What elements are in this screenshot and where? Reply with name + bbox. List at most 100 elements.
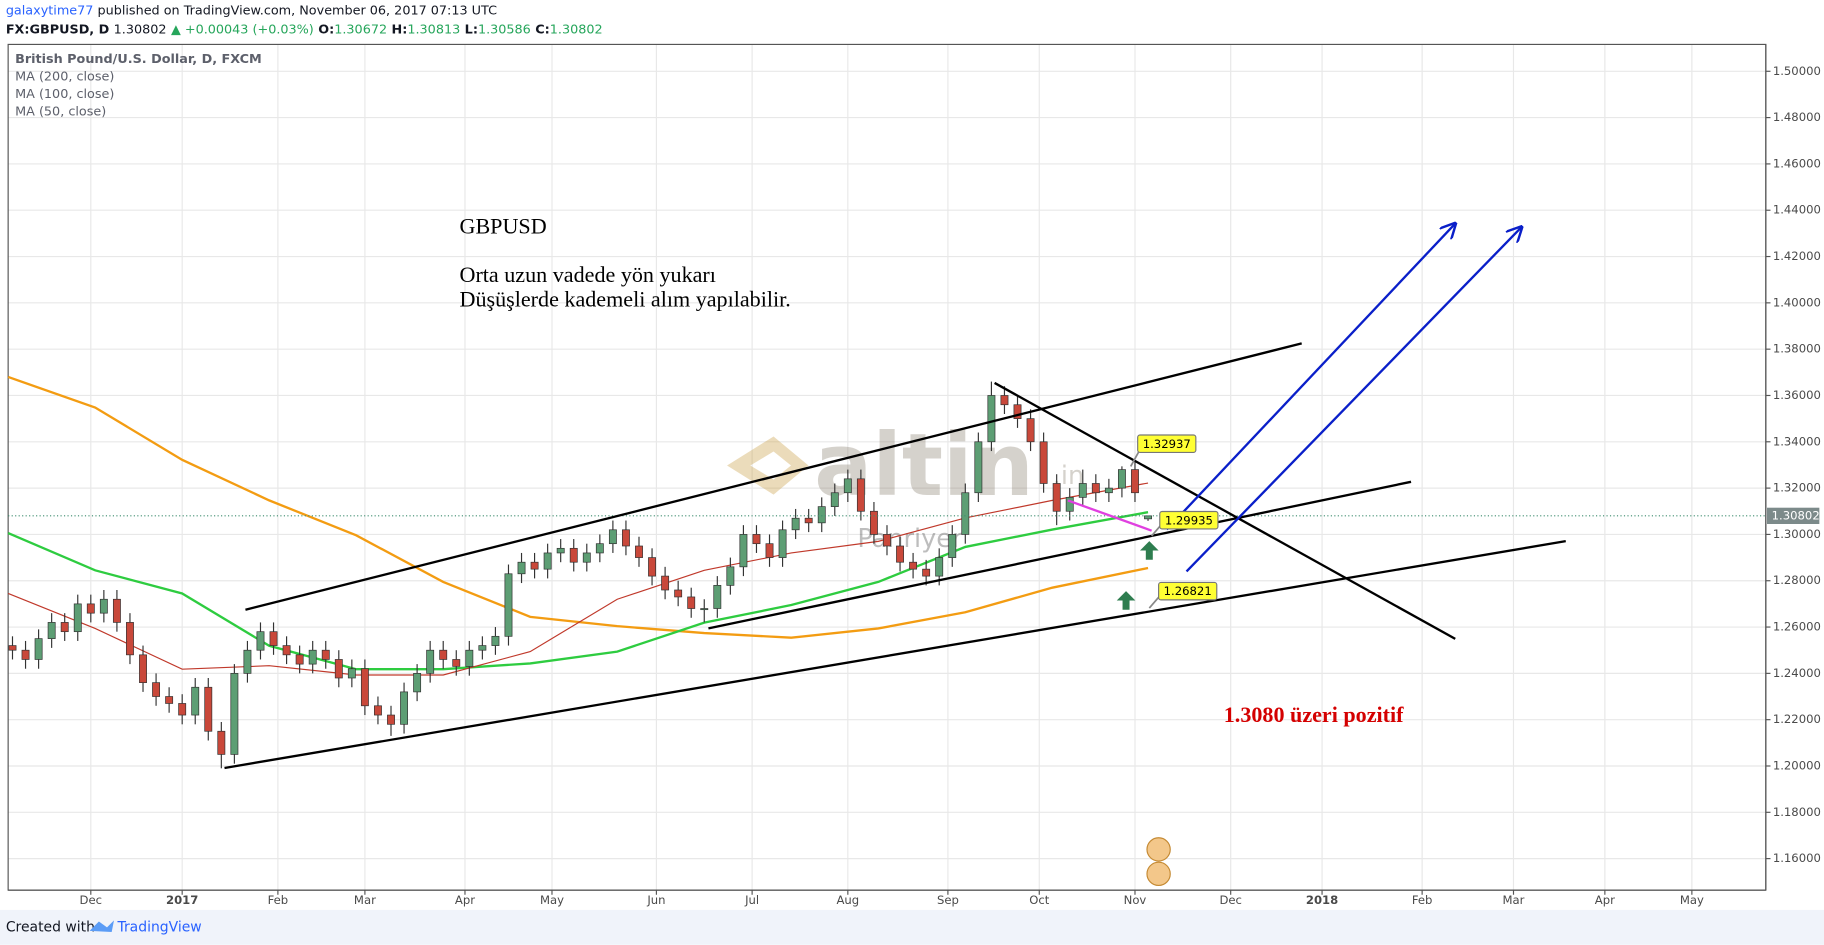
note-title: GBPUSD [459, 213, 546, 238]
last-price-label: 1.30802 [1772, 508, 1820, 522]
candle-body [765, 543, 774, 558]
ma-line [7, 375, 1149, 639]
candle-body [1131, 469, 1139, 494]
candle-body [1000, 395, 1009, 406]
candle-body [935, 557, 944, 577]
callout-box [1137, 434, 1197, 454]
y-tick-label: 1.34000 [1773, 434, 1821, 448]
candle-body [308, 649, 317, 665]
candle-body [700, 608, 709, 611]
candle-body [1091, 483, 1100, 494]
candle-body [752, 534, 761, 545]
last: 1.30802 [114, 22, 167, 37]
ohlc-value: 1.30802 [550, 22, 603, 37]
candle-body [543, 552, 552, 570]
projection-arrow [1165, 224, 1455, 531]
candle-body [1144, 515, 1152, 520]
candle-body [830, 492, 839, 507]
y-tick-label: 1.30000 [1773, 527, 1821, 541]
candle-body [896, 545, 904, 563]
trend-line [245, 342, 1302, 611]
candle-body [360, 668, 369, 707]
legend-entry: MA (50, close) [15, 104, 106, 119]
ohlc-label: H: [392, 22, 408, 37]
candle-body [99, 598, 108, 614]
y-tick-label: 1.40000 [1773, 295, 1821, 309]
candle-body [909, 561, 918, 570]
x-tick-label: Apr [1595, 893, 1615, 907]
candle-body [8, 645, 17, 651]
y-tick-label: 1.36000 [1773, 388, 1821, 402]
callout-label: 1.26821 [1164, 584, 1212, 598]
note-red: 1.3080 üzeri pozitif [1224, 702, 1404, 727]
x-tick-label: Feb [268, 893, 289, 907]
x-tick-label: Jun [646, 893, 665, 907]
event-icon [1146, 837, 1171, 862]
y-tick-label: 1.16000 [1773, 851, 1821, 865]
y-tick-label: 1.20000 [1773, 758, 1821, 772]
event-icon [1146, 861, 1171, 887]
x-tick-label: 2018 [1306, 893, 1338, 907]
marks [7, 375, 1766, 769]
symbol: FX:GBPUSD, D [6, 22, 109, 37]
candle-body [191, 686, 200, 716]
x-tick-label: Jul [744, 893, 759, 907]
candle-body [452, 659, 461, 667]
trend-line [708, 480, 1412, 630]
candle-body [491, 635, 500, 646]
x-tick-label: Aug [836, 893, 859, 907]
note: Orta uzun vadede yön yukarı [459, 262, 715, 287]
y-tick-label: 1.44000 [1773, 203, 1821, 217]
legend: MA (200, close) MA (100, close) MA (50, cl… [15, 69, 114, 119]
candle-body [1039, 441, 1048, 484]
candle-body [778, 529, 787, 558]
candle-body [1078, 483, 1087, 498]
x-tick-label: Feb [1412, 893, 1433, 907]
candle-body [439, 649, 448, 660]
candle-body [269, 631, 278, 646]
candle-body [961, 492, 970, 535]
ohlc-value: 1.30813 [407, 22, 460, 37]
candle-body [817, 506, 826, 524]
y-tick-label: 1.22000 [1773, 712, 1821, 726]
callout-box [1158, 581, 1218, 601]
candle-body [139, 654, 147, 683]
candle-body [60, 622, 69, 633]
x-tick-label: Nov [1124, 893, 1147, 907]
x-tick-label: Sep [937, 893, 959, 907]
callout-box [1159, 510, 1219, 530]
candle-body [178, 703, 187, 716]
published: published on TradingView.com, November 0… [98, 3, 498, 18]
candle-body [400, 691, 408, 725]
note: Düşüşlerde kademeli alım yapılabilir. [459, 287, 790, 312]
chart-title: British Pound/U.S. Dollar, D, FXCM [15, 52, 262, 67]
author[interactable]: galaxytime77 [6, 3, 94, 18]
candle-body [1117, 469, 1126, 489]
grid [8, 44, 1766, 891]
candle-body [948, 534, 957, 558]
ohlc-label: C: [535, 22, 550, 37]
y-tick-label: 1.28000 [1773, 573, 1821, 587]
candle-body [713, 585, 722, 609]
candle-body [243, 649, 252, 674]
watermark-text: altin [814, 416, 1034, 516]
candle-body [739, 534, 748, 568]
candle-body [126, 622, 134, 656]
candle-body [661, 575, 670, 591]
candle-body [635, 545, 643, 558]
candle-body [504, 573, 513, 637]
candle-body [217, 730, 226, 755]
y-tick-label: 1.38000 [1773, 342, 1821, 356]
candle-body [112, 598, 121, 623]
candle-body [1013, 404, 1022, 419]
candle-body [843, 478, 852, 494]
x-tick-label: May [1680, 893, 1704, 907]
footer-brand[interactable]: TradingView [116, 919, 201, 935]
projection-arrow [1185, 227, 1522, 573]
candle-body [987, 395, 996, 443]
candle-body [374, 705, 382, 716]
event-icons [1146, 837, 1171, 887]
